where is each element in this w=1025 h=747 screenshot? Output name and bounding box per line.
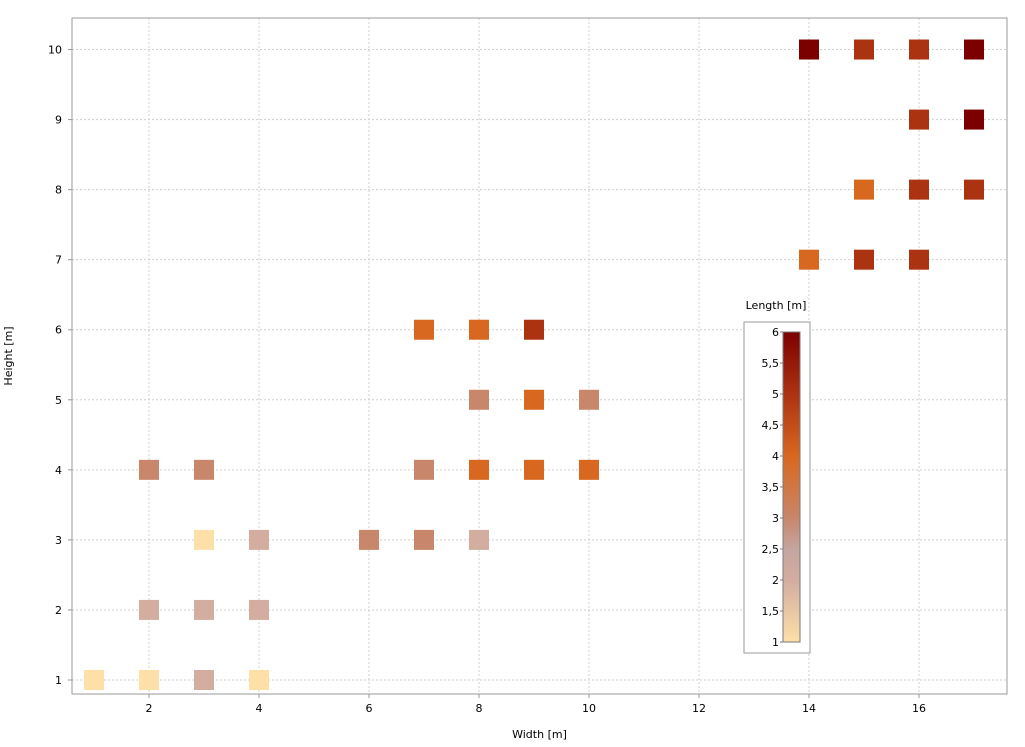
heatmap-cell	[579, 459, 599, 480]
x-tick-label: 8	[476, 702, 483, 715]
x-tick-label: 2	[146, 702, 153, 715]
y-tick-label: 7	[55, 254, 62, 267]
heatmap-cell	[524, 319, 544, 340]
y-tick-label: 3	[55, 534, 62, 547]
heatmap-cell	[469, 389, 489, 410]
heatmap-cell	[469, 529, 489, 550]
heatmap-cell	[964, 39, 984, 60]
heatmap-cell	[854, 179, 874, 200]
heatmap-cell	[139, 459, 159, 480]
heatmap-cell	[909, 39, 929, 60]
grid	[72, 18, 1007, 694]
heatmap-cell	[194, 459, 214, 480]
heatmap-cell	[799, 39, 819, 60]
heatmap-cell	[194, 599, 214, 620]
heatmap-cell	[469, 319, 489, 340]
heatmap-cell	[414, 459, 434, 480]
legend-tick-label: 5,5	[762, 357, 780, 370]
heatmap-cell	[414, 529, 434, 550]
heatmap-cell	[249, 599, 269, 620]
legend-tick-label: 2	[772, 574, 779, 587]
legend-tick-label: 4,5	[762, 419, 780, 432]
legend-title: Length [m]	[746, 299, 807, 312]
heatmap-cell	[909, 179, 929, 200]
x-axis-ticks: 2 4 6 8 10 12 14 16	[146, 694, 926, 715]
legend-ticks: 1 1,5 2 2,5 3 3,5 4 4,5 5 5,5 6	[762, 326, 783, 649]
x-tick-label: 10	[582, 702, 596, 715]
heatmap-cell	[249, 669, 269, 690]
heatmap-cell	[964, 179, 984, 200]
heatmap-cell	[139, 599, 159, 620]
y-axis-ticks: 1 2 3 4 5 6 7 8 9 10	[48, 44, 72, 687]
heatmap-cell	[799, 249, 819, 270]
x-tick-label: 4	[256, 702, 263, 715]
heatmap-cell	[579, 389, 599, 410]
legend-colorbar	[782, 331, 801, 643]
y-axis-label: Height [m]	[2, 326, 15, 385]
legend-tick-label: 1,5	[762, 605, 780, 618]
heatmap-cell	[359, 529, 379, 550]
legend-tick-label: 1	[772, 636, 779, 649]
heatmap-cell	[414, 319, 434, 340]
x-axis-label: Width [m]	[512, 728, 567, 741]
heatmap-cell	[469, 459, 489, 480]
y-tick-label: 2	[55, 604, 62, 617]
heatmap-cell	[854, 249, 874, 270]
legend-tick-label: 6	[772, 326, 779, 339]
y-tick-label: 10	[48, 44, 62, 57]
legend-tick-label: 3	[772, 512, 779, 525]
legend-tick-label: 2,5	[762, 543, 780, 556]
heatmap-cell	[964, 109, 984, 130]
y-tick-label: 1	[55, 674, 62, 687]
data-marks	[84, 39, 984, 690]
color-legend: Length [m] 1 1,5 2 2,5 3 3,5 4 4,5 5 5,5 6	[743, 299, 811, 654]
heatmap-cell	[909, 109, 929, 130]
legend-tick-label: 4	[772, 450, 779, 463]
x-tick-label: 6	[366, 702, 373, 715]
heatmap-cell	[194, 669, 214, 690]
legend-tick-label: 5	[772, 388, 779, 401]
heatmap-cell	[84, 669, 104, 690]
y-tick-label: 5	[55, 394, 62, 407]
heatmap-cell	[909, 249, 929, 270]
x-tick-label: 12	[692, 702, 706, 715]
heatmap-cell	[524, 389, 544, 410]
y-tick-label: 9	[55, 114, 62, 127]
x-tick-label: 16	[912, 702, 926, 715]
legend-tick-label: 3,5	[762, 481, 780, 494]
heatmap-cell	[139, 669, 159, 690]
heatmap-cell	[249, 529, 269, 550]
y-tick-label: 6	[55, 324, 62, 337]
heatmap-cell	[194, 529, 214, 550]
y-tick-label: 4	[55, 464, 62, 477]
heatmap-cell	[524, 459, 544, 480]
heatmap-cell	[854, 39, 874, 60]
y-tick-label: 8	[55, 184, 62, 197]
plot-frame	[71, 17, 1008, 695]
x-tick-label: 14	[802, 702, 816, 715]
